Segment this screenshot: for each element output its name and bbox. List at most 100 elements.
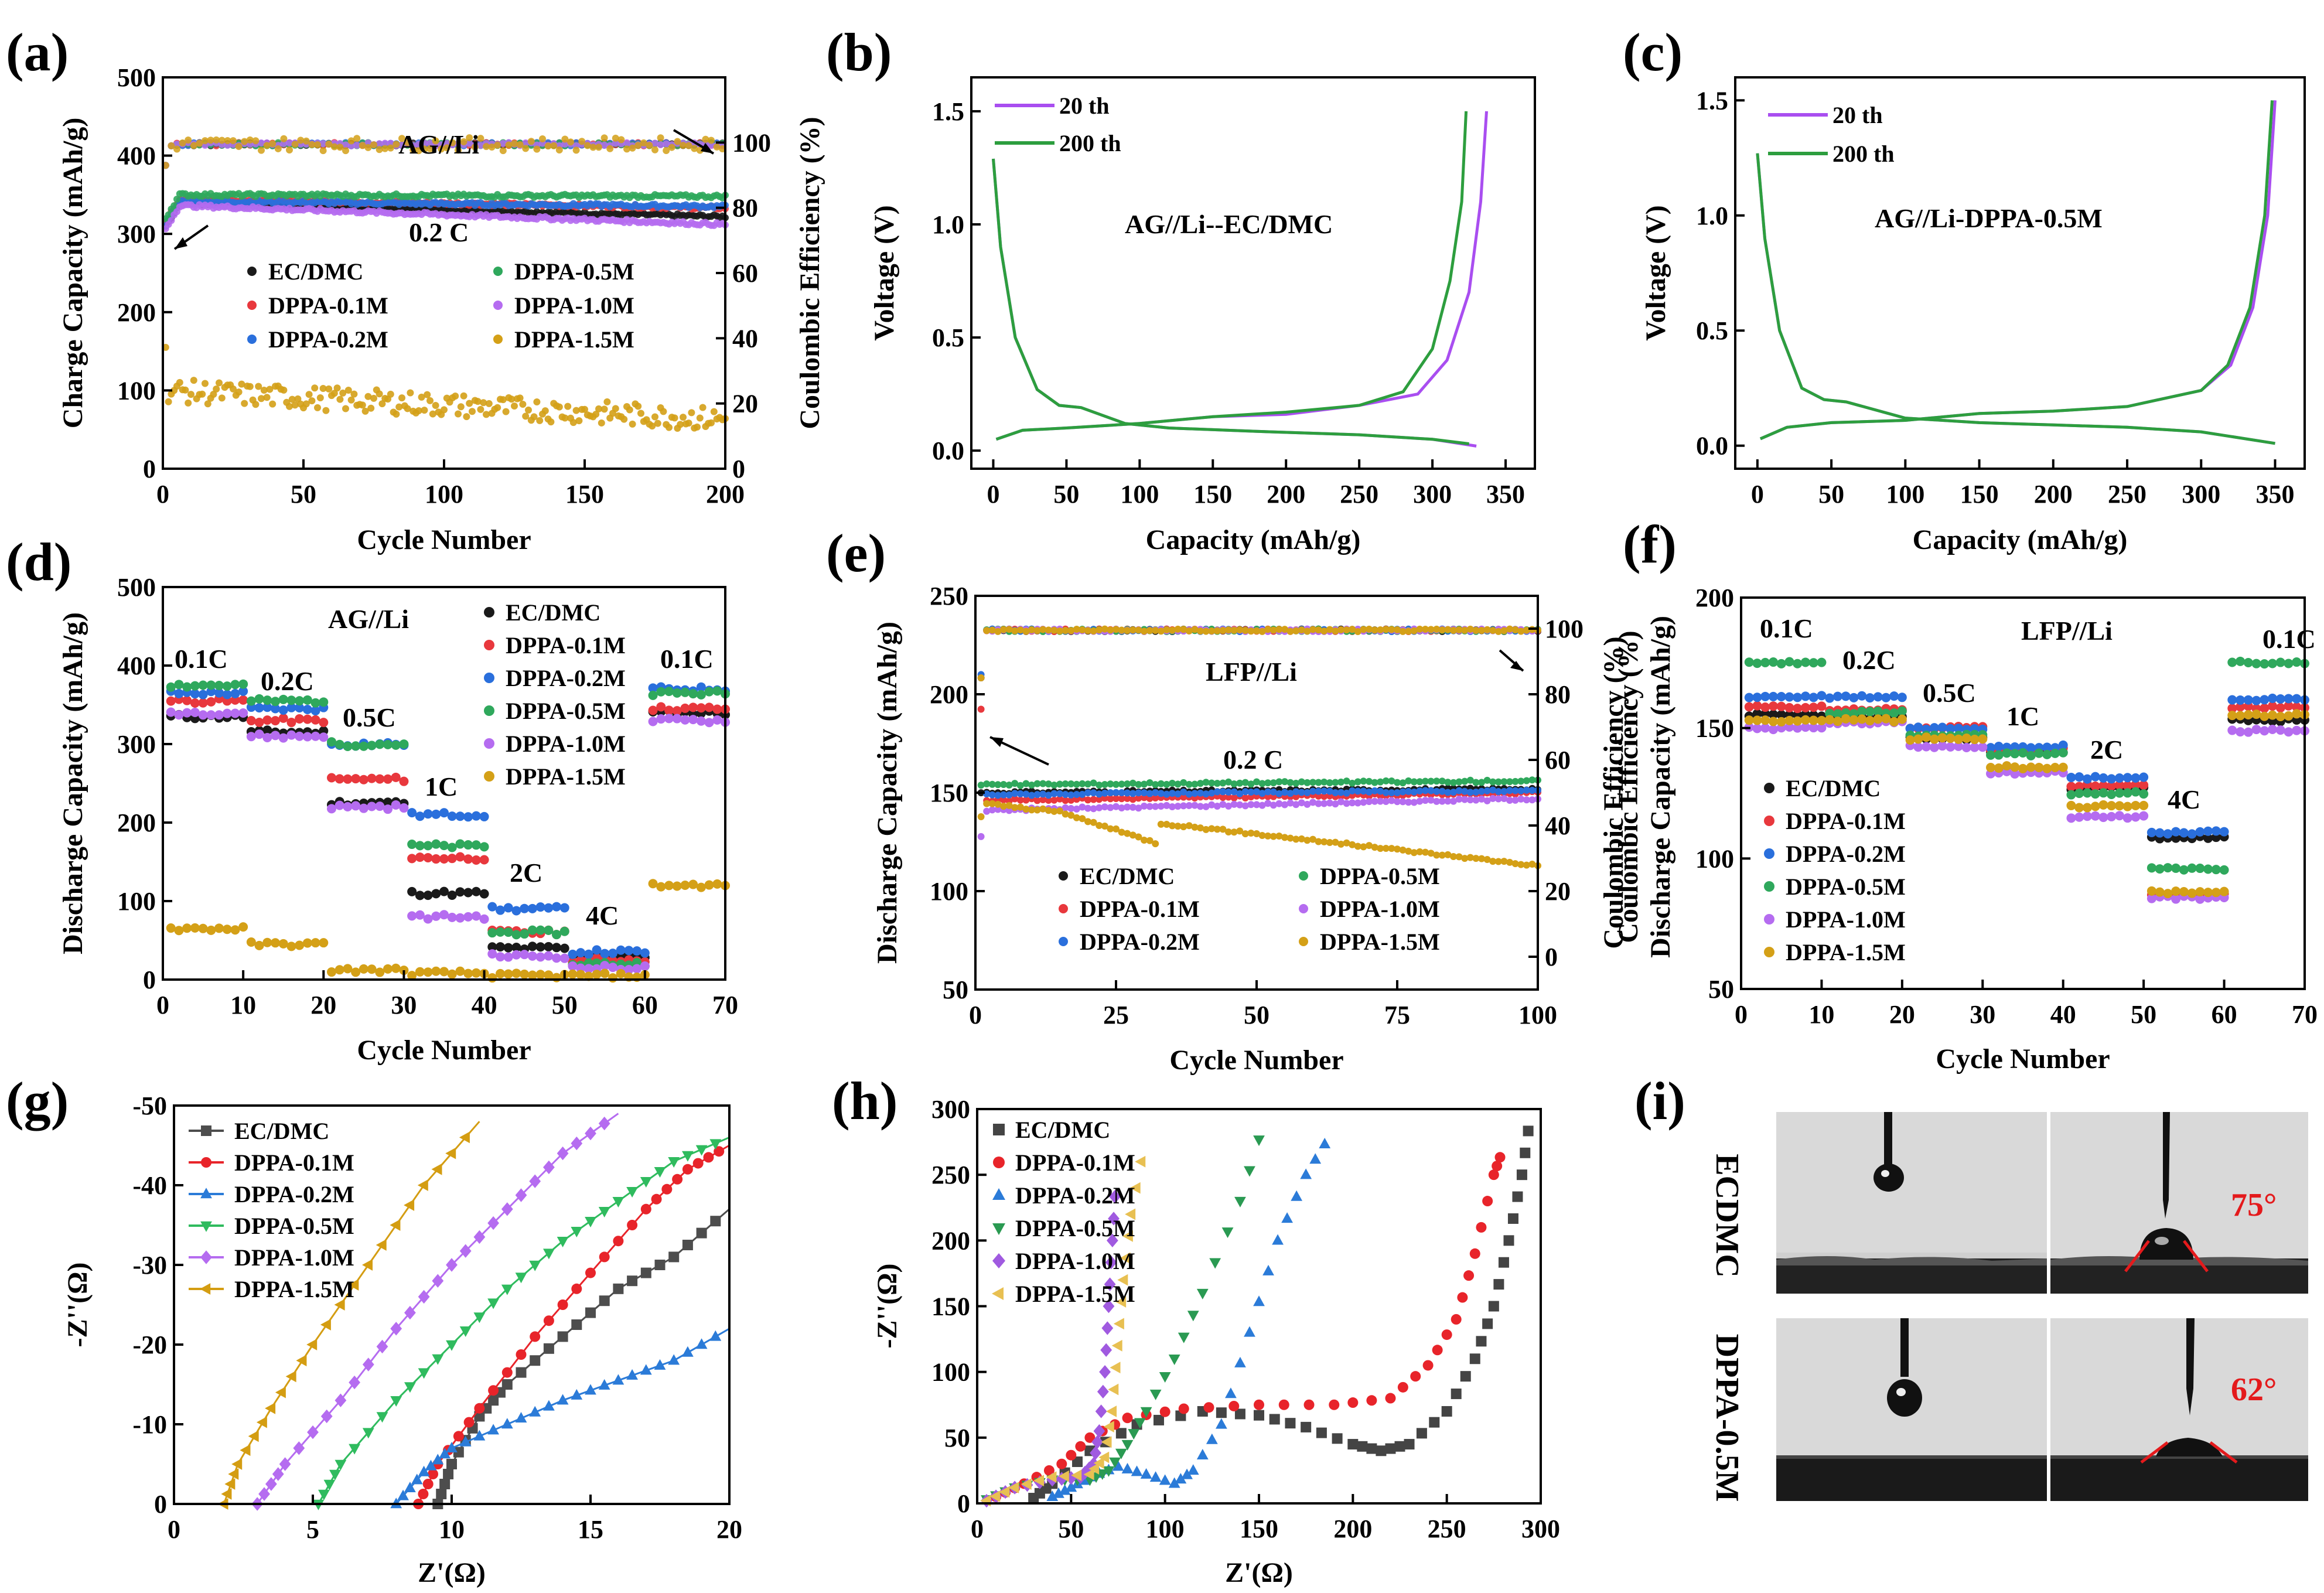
point-dppa-1-0m-d xyxy=(640,961,650,971)
point-dppa-0-5m-d xyxy=(206,680,216,690)
y-axis-title-g: -Z''(Ω) xyxy=(62,1262,93,1347)
x-tick-label-a: 50 xyxy=(291,480,316,509)
panel-label-a: (a) xyxy=(6,22,69,82)
plot-area-b xyxy=(992,111,1488,448)
point-ec-dmc-g xyxy=(682,1240,693,1250)
point-dppa-0-1m-d xyxy=(367,773,377,783)
point-dppa-0-1m-g xyxy=(422,1479,434,1489)
point-ec-dmc-h xyxy=(1493,1279,1504,1290)
y-tick-label-c: 0.5 xyxy=(1696,316,1728,345)
point-dppa-0-1m-h xyxy=(1441,1329,1452,1340)
point-dppa-0-1m-h xyxy=(1397,1381,1408,1393)
point-dppa-1-0m-f xyxy=(1937,741,1947,751)
point-dppa-0-1m-g xyxy=(501,1367,513,1378)
point-dppa-1-0m-a xyxy=(168,217,175,224)
point-dppa-1-5m-a xyxy=(626,406,633,414)
ce-point-dppa-1-5m-a xyxy=(213,136,220,144)
x-tick-label-g: 15 xyxy=(578,1515,603,1544)
point-dppa-0-1m-d xyxy=(447,854,457,864)
ce-point-dppa-1-5m-a xyxy=(370,141,377,149)
point-dppa-0-1m-d xyxy=(198,698,208,708)
ce-point-dppa-1-5m-a xyxy=(347,137,355,145)
legend-marker-dppa-1-5m-f xyxy=(1764,947,1774,957)
point-dppa-0-5m-f xyxy=(2082,788,2092,798)
point-dppa-1-5m-a xyxy=(199,390,206,398)
legend-label-dppa-1-0m-g: DPPA-1.0M xyxy=(234,1244,354,1271)
x-axis-title-f: Cycle Number xyxy=(1936,1043,2110,1074)
point-dppa-1-5m-a xyxy=(660,408,667,415)
ce-point-dppa-1-5m-a xyxy=(466,134,473,142)
point-dppa-0-2m-d xyxy=(576,948,586,958)
point-dppa-1-5m-a xyxy=(176,378,183,386)
point-dppa-0-5m-f xyxy=(2090,789,2100,799)
point-dppa-0-2m-d xyxy=(535,902,545,912)
ce-point-dppa-1-5m-a xyxy=(702,135,709,143)
point-dppa-1-5m-d xyxy=(351,967,361,977)
point-dppa-0-2m-h xyxy=(1149,1471,1162,1482)
point-dppa-1-5m-a xyxy=(710,408,718,415)
rate-label-d: 2C xyxy=(510,858,542,888)
point-ec-dmc-d xyxy=(415,891,425,900)
point-dppa-0-5m-g xyxy=(612,1197,624,1207)
point-dppa-0-2m-f xyxy=(2131,773,2141,783)
y2-tick-label-e: 0 xyxy=(1545,943,1558,971)
point-ec-dmc-h xyxy=(1394,1441,1405,1452)
point-dppa-1-5m-d xyxy=(262,937,272,947)
point-dppa-0-2m-d xyxy=(511,906,521,916)
point-dppa-1-5m-d xyxy=(704,880,714,890)
point-dppa-1-5m-g xyxy=(306,1339,318,1350)
point-dppa-1-5m-a xyxy=(666,424,673,431)
point-dppa-1-5m-d xyxy=(278,939,288,949)
x-tick-label-h: 300 xyxy=(1521,1514,1560,1543)
point-dppa-1-0m-d xyxy=(351,801,361,811)
point-dppa-1-5m-f xyxy=(1832,717,1842,726)
legend-label-dppa-0-5m-f: DPPA-0.5M xyxy=(1786,874,1906,900)
y-axis-title-f: Discharge Capacity (mAh/g) xyxy=(1645,616,1676,958)
point-dppa-1-5m-d xyxy=(238,922,248,932)
ce-point-dppa-1-5m-a xyxy=(663,147,670,155)
point-dppa-1-5m-f xyxy=(1954,734,1964,744)
point-dppa-1-5m-a xyxy=(654,419,661,427)
x-tick-label-d: 30 xyxy=(391,991,417,1019)
x-tick-label-b: 100 xyxy=(1120,480,1159,509)
point-dppa-1-5m-d xyxy=(375,967,385,977)
legend-label-dppa-0-5m-a: DPPA-0.5M xyxy=(514,258,634,285)
point-dppa-1-5m-d xyxy=(696,882,706,892)
point-dppa-1-5m-a xyxy=(305,391,313,398)
point-dppa-1-0m-d xyxy=(310,731,320,741)
point-ec-dmc-d xyxy=(544,942,554,951)
point-dppa-0-5m-d xyxy=(214,681,224,691)
ce-point-dppa-1-0m-a xyxy=(347,142,355,149)
point-dppa-0-5m-f xyxy=(2107,789,2117,799)
x-tick-label-f: 40 xyxy=(2050,1000,2076,1029)
point-dppa-1-5m-d xyxy=(319,938,329,948)
point-dppa-1-5m-d xyxy=(174,926,184,936)
ce-point-dppa-1-5m-a xyxy=(544,142,552,150)
point-dppa-1-5m-a xyxy=(519,401,527,408)
point-dppa-0-5m-d xyxy=(407,840,417,850)
point-dppa-0-1m-e xyxy=(977,705,985,713)
point-dppa-0-1m-h xyxy=(1228,1400,1240,1411)
point-dppa-0-2m-d xyxy=(600,949,610,958)
point-ec-dmc-d xyxy=(552,943,561,953)
annotation-b: AG//Li--EC/DMC xyxy=(1125,209,1333,239)
rate-label-d: 4C xyxy=(586,900,619,930)
point-dppa-0-5m-f xyxy=(2074,789,2084,799)
ce-point-dppa-1-0m-a xyxy=(466,139,473,147)
point-dppa-0-1m-h xyxy=(1056,1458,1067,1469)
point-dppa-0-1m-d xyxy=(262,715,272,725)
ce-point-dppa-1-5m-a xyxy=(438,145,445,153)
point-dppa-1-5m-f xyxy=(2066,800,2076,810)
point-dppa-0-5m-g xyxy=(585,1217,596,1227)
point-dppa-0-5m-f xyxy=(2187,863,2197,873)
point-dppa-0-5m-h xyxy=(1196,1288,1209,1299)
legend-label-dppa-1-0m-f: DPPA-1.0M xyxy=(1786,906,1906,933)
point-dppa-1-5m-f xyxy=(1793,716,1803,726)
point-ec-dmc-g xyxy=(571,1319,582,1330)
point-dppa-1-5m-f xyxy=(2292,709,2302,719)
point-dppa-1-5m-a xyxy=(387,390,394,398)
arrowhead-capacity-a xyxy=(175,237,187,249)
